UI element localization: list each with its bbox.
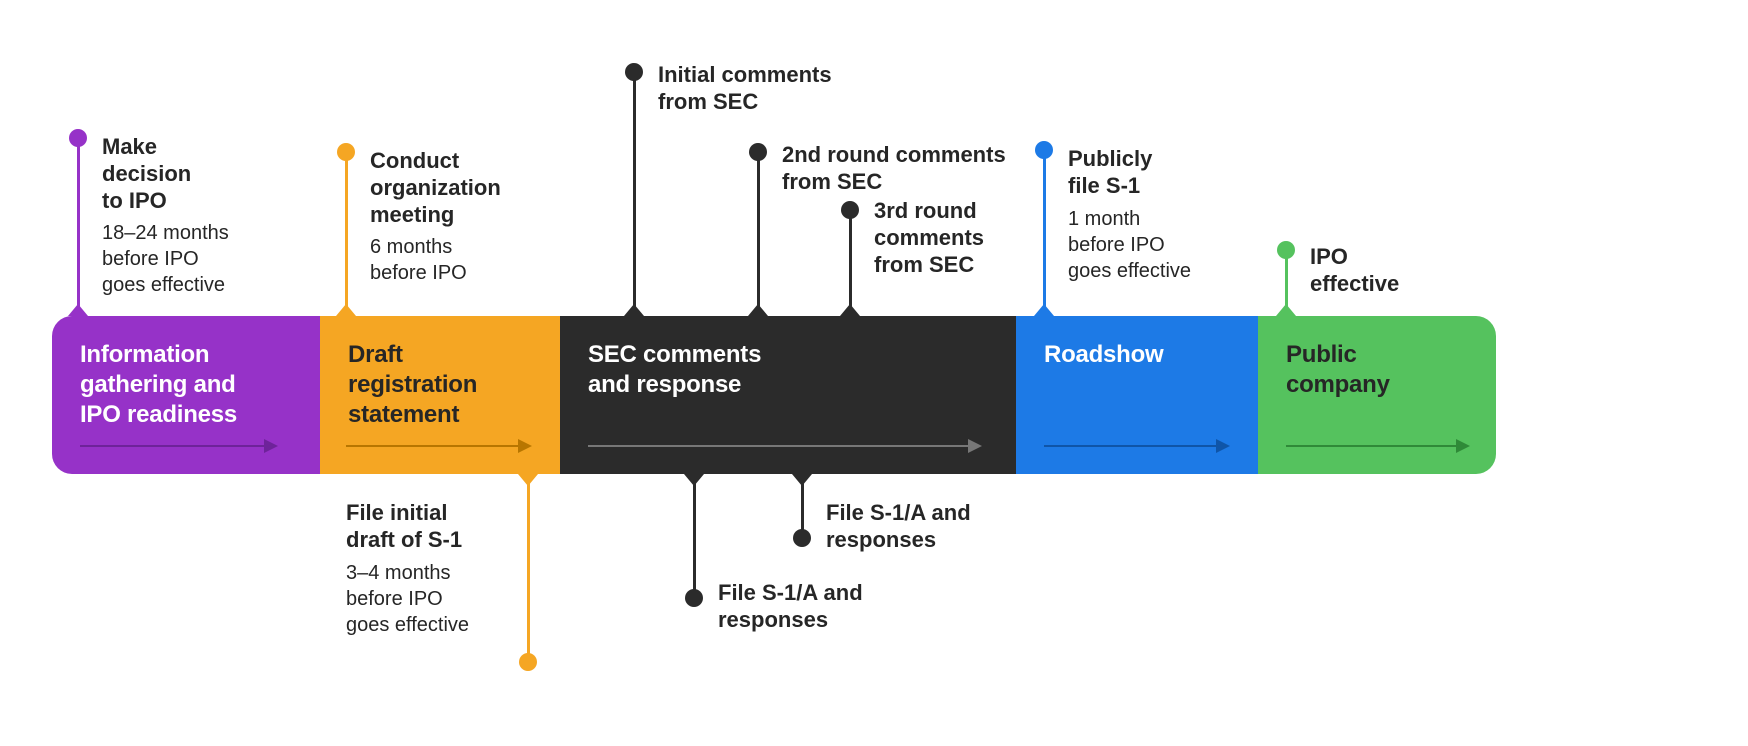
callout-stem [527,474,530,662]
callout-title: Makedecisionto IPO [102,134,302,214]
callout-dot-icon [337,143,355,161]
callout-file-s1a-1: File S-1/A andresponses [718,580,918,634]
arrow-head-icon [1216,439,1230,453]
callout-notch-icon [68,304,88,316]
callout-subtitle: 6 monthsbefore IPO [370,234,570,286]
phase-arrow [1044,445,1218,447]
callout-dot-icon [69,129,87,147]
callout-dot-icon [793,529,811,547]
phase-title: Roadshow [1044,340,1230,370]
callout-title: Publiclyfile S-1 [1068,146,1258,200]
callout-file-s1: Publiclyfile S-1 1 monthbefore IPOgoes ef… [1068,146,1258,284]
callout-notch-icon [1034,304,1054,316]
callout-dot-icon [1035,141,1053,159]
phase-title: SEC commentsand response [588,340,988,400]
callout-stem [345,152,348,316]
callout-title: Conductorganizationmeeting [370,148,570,228]
callout-title: 3rd roundcommentsfrom SEC [874,198,1034,278]
phase-arrow [346,445,520,447]
callout-file-s1a-2: File S-1/A andresponses [826,500,1026,554]
callout-title: File S-1/A andresponses [826,500,1026,554]
callout-notch-icon [748,304,768,316]
callout-stem [693,474,696,598]
callout-dot-icon [519,653,537,671]
callout-dot-icon [1277,241,1295,259]
callout-notch-icon [518,474,538,486]
callout-dot-icon [749,143,767,161]
phase-arrow [588,445,970,447]
arrow-head-icon [264,439,278,453]
phase-title: Informationgathering andIPO readiness [80,340,292,430]
callout-stem [757,152,760,316]
callout-stem [849,210,852,316]
callout-dot-icon [841,201,859,219]
callout-sec-initial: Initial commentsfrom SEC [658,62,878,116]
phase-sec-comments: SEC commentsand response [560,316,1016,474]
callout-stem [77,138,80,316]
callout-title: File S-1/A andresponses [718,580,918,634]
callout-decision-ipo: Makedecisionto IPO18–24 monthsbefore IPO… [102,134,302,298]
callout-notch-icon [792,474,812,486]
callout-title: IPOeffective [1310,244,1460,298]
callout-title: 2nd round commentsfrom SEC [782,142,1022,196]
callout-title: File initialdraft of S-1 [346,500,526,554]
callout-file-initial-s1: File initialdraft of S-1 3–4 monthsbefore… [346,500,526,638]
phase-arrow [80,445,266,447]
callout-dot-icon [625,63,643,81]
callout-org-meeting: Conductorganizationmeeting 6 monthsbefore… [370,148,570,286]
callout-ipo-effective: IPOeffective [1310,244,1460,298]
callout-stem [633,72,636,316]
callout-notch-icon [684,474,704,486]
callout-stem [1043,150,1046,316]
arrow-head-icon [968,439,982,453]
phase-title: Publiccompany [1286,340,1468,400]
callout-notch-icon [840,304,860,316]
phase-title: Draftregistrationstatement [348,340,532,430]
callout-notch-icon [336,304,356,316]
callout-title: Initial commentsfrom SEC [658,62,878,116]
phase-arrow [1286,445,1458,447]
callout-sec-3rd: 3rd roundcommentsfrom SEC [874,198,1034,278]
phase-info-gathering: Informationgathering andIPO readiness [52,316,320,474]
arrow-head-icon [1456,439,1470,453]
callout-notch-icon [1276,304,1296,316]
callout-sec-2nd: 2nd round commentsfrom SEC [782,142,1022,196]
callout-notch-icon [624,304,644,316]
arrow-head-icon [518,439,532,453]
callout-subtitle: 18–24 monthsbefore IPOgoes effective [102,220,302,298]
callout-dot-icon [685,589,703,607]
callout-subtitle: 1 monthbefore IPOgoes effective [1068,206,1258,284]
callout-subtitle: 3–4 monthsbefore IPOgoes effective [346,560,526,638]
